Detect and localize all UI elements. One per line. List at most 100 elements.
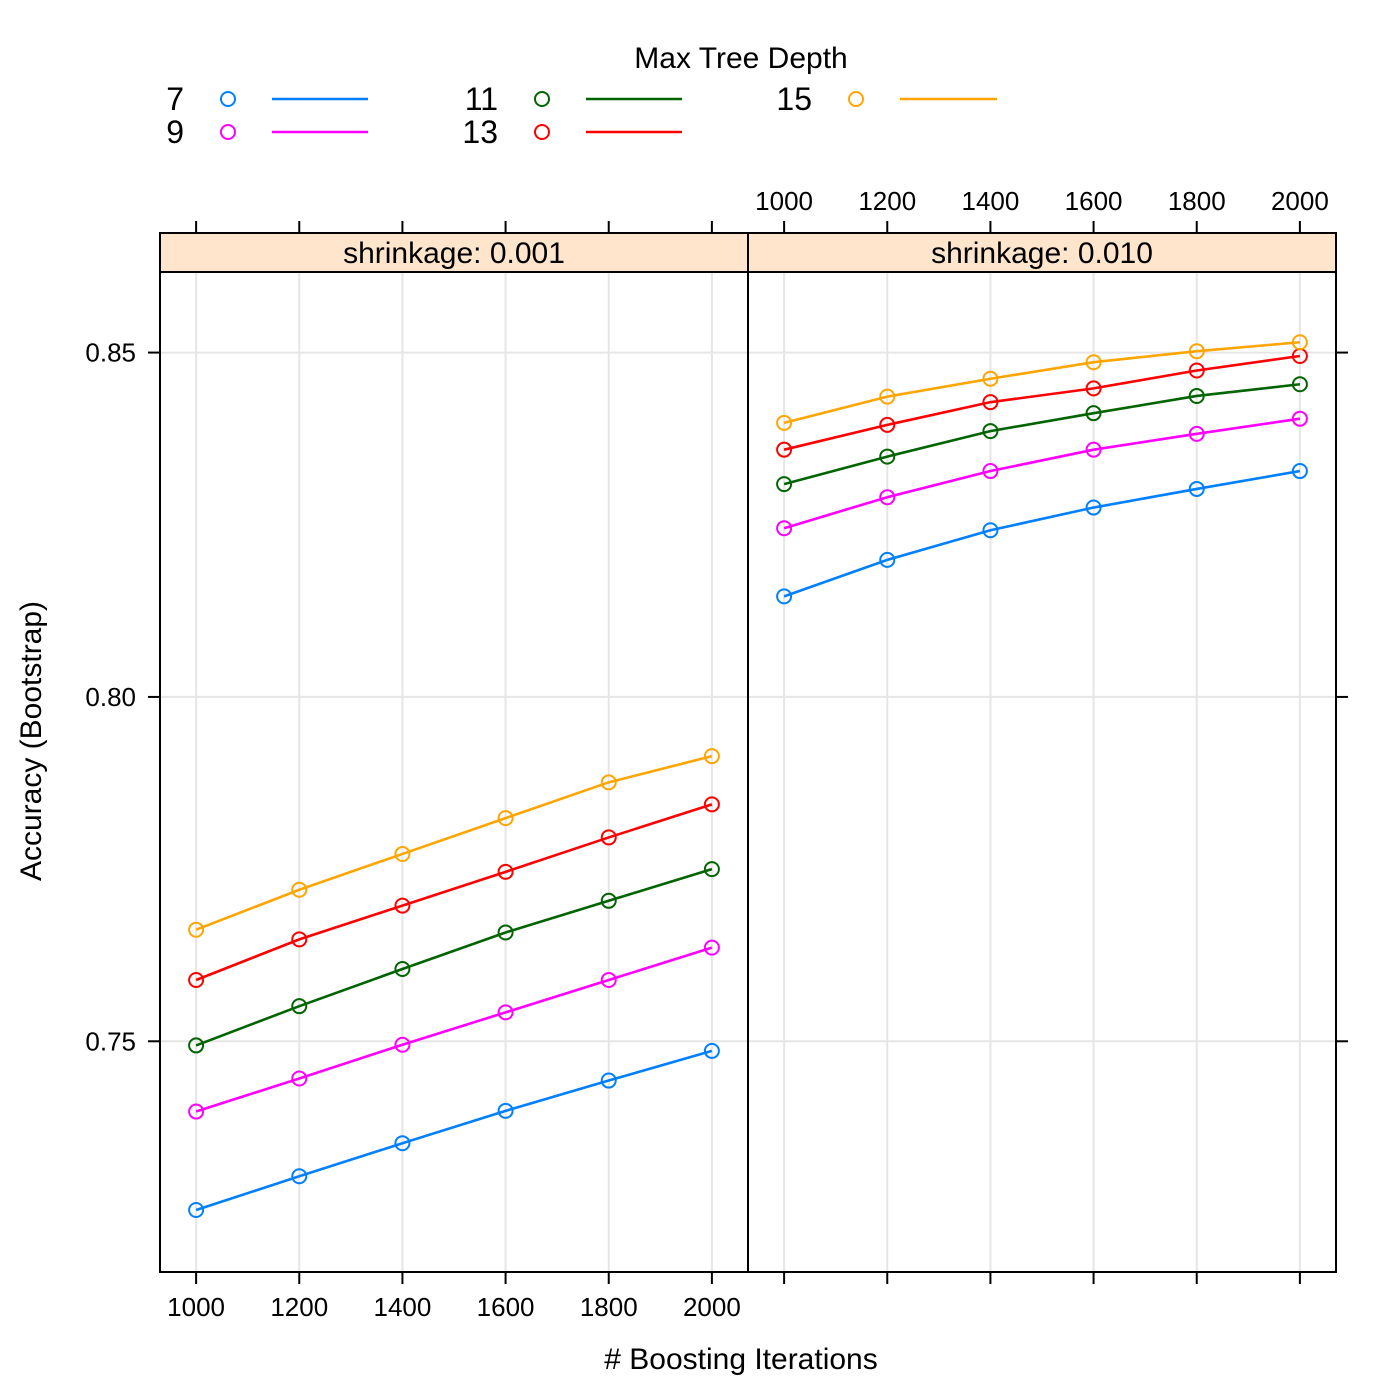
y-tick-label: 0.75 <box>85 1026 136 1056</box>
data-point <box>394 960 411 977</box>
data-point <box>600 774 617 791</box>
series-13 <box>776 348 1308 458</box>
data-point <box>394 845 411 862</box>
data-point <box>394 897 411 914</box>
series-15 <box>188 748 720 938</box>
legend-entry-7: 7 <box>166 81 368 117</box>
data-point <box>394 1036 411 1053</box>
panel-strips: shrinkage: 0.001 shrinkage: 0.010 <box>159 232 1337 273</box>
data-point <box>776 476 793 493</box>
data-point <box>982 463 999 480</box>
legend-marker <box>534 91 550 107</box>
series-line <box>783 469 1301 598</box>
data-point <box>497 863 514 880</box>
data-point <box>776 414 793 431</box>
data-series <box>188 334 1308 1219</box>
data-point <box>600 1072 617 1089</box>
data-point <box>497 1102 514 1119</box>
legend-marker <box>848 91 864 107</box>
data-point <box>1291 334 1308 351</box>
data-point <box>1085 405 1102 422</box>
strip-label: shrinkage: 0.010 <box>931 237 1153 270</box>
data-point <box>776 520 793 537</box>
series-9 <box>188 939 720 1120</box>
strip-box <box>747 232 1337 273</box>
legend-marker <box>534 124 550 140</box>
series-11 <box>776 376 1308 493</box>
data-point <box>188 921 205 938</box>
data-point <box>982 522 999 539</box>
x-tick-label: 1600 <box>1065 186 1123 216</box>
data-point <box>776 441 793 458</box>
data-point <box>1085 441 1102 458</box>
series-line <box>783 382 1301 486</box>
data-point <box>1188 387 1205 404</box>
x-tick-label: 1800 <box>580 1292 638 1322</box>
data-point <box>1188 362 1205 379</box>
data-point <box>600 829 617 846</box>
series-7 <box>188 1042 720 1219</box>
y-axis-title: Accuracy (Bootstrap) <box>15 601 48 881</box>
series-line <box>195 946 713 1113</box>
series-line <box>195 803 713 982</box>
series-line <box>195 867 713 1047</box>
data-point <box>703 939 720 956</box>
data-point <box>1291 463 1308 480</box>
x-tick-label: 1600 <box>477 1292 535 1322</box>
legend-title: Max Tree Depth <box>634 42 847 75</box>
data-point <box>188 971 205 988</box>
y-tick-label: 0.80 <box>85 682 136 712</box>
data-point <box>1188 425 1205 442</box>
axis-ticks: 1000 1200 1400 1600 1800 2000 1000 1200 1400 1600… <box>85 186 1348 1322</box>
data-point <box>291 1168 308 1185</box>
data-point <box>982 370 999 387</box>
data-point <box>1085 354 1102 371</box>
series-line <box>195 1049 713 1212</box>
data-point <box>1188 343 1205 360</box>
legend-label: 11 <box>465 81 498 117</box>
data-point <box>703 861 720 878</box>
legend-marker <box>220 124 236 140</box>
legend-marker <box>220 91 236 107</box>
x-tick-label: 1800 <box>1168 186 1226 216</box>
data-point <box>394 1135 411 1152</box>
series-line <box>783 340 1301 425</box>
data-point <box>879 551 896 568</box>
x-tick-label: 1400 <box>961 186 1019 216</box>
data-point <box>1291 410 1308 427</box>
x-axis-title: # Boosting Iterations <box>604 1343 878 1376</box>
legend-label: 13 <box>462 114 498 150</box>
data-point <box>776 588 793 605</box>
data-point <box>188 1103 205 1120</box>
data-point <box>1085 380 1102 397</box>
x-tick-label: 1000 <box>167 1292 225 1322</box>
data-point <box>291 931 308 948</box>
data-point <box>1188 480 1205 497</box>
data-point <box>600 971 617 988</box>
legend-entry-9: 9 <box>166 114 368 150</box>
data-point <box>188 1037 205 1054</box>
x-tick-label: 1200 <box>858 186 916 216</box>
strip-label: shrinkage: 0.001 <box>343 237 565 270</box>
data-point <box>879 448 896 465</box>
data-point <box>291 998 308 1015</box>
data-point <box>879 489 896 506</box>
data-point <box>879 416 896 433</box>
legend-entry-13: 13 <box>462 114 682 150</box>
panel-frame <box>159 271 749 1273</box>
legend-entry-15: 15 <box>776 81 997 117</box>
series-line <box>783 417 1301 530</box>
series-line <box>195 754 713 931</box>
data-point <box>600 892 617 909</box>
x-tick-label: 1400 <box>373 1292 431 1322</box>
x-tick-label: 2000 <box>1271 186 1329 216</box>
data-point <box>1291 376 1308 393</box>
legend-label: 15 <box>776 81 812 117</box>
data-point <box>703 1042 720 1059</box>
panel-frames <box>159 271 1337 1273</box>
data-point <box>703 796 720 813</box>
data-point <box>982 394 999 411</box>
data-point <box>497 1004 514 1021</box>
legend-label: 9 <box>166 114 184 150</box>
